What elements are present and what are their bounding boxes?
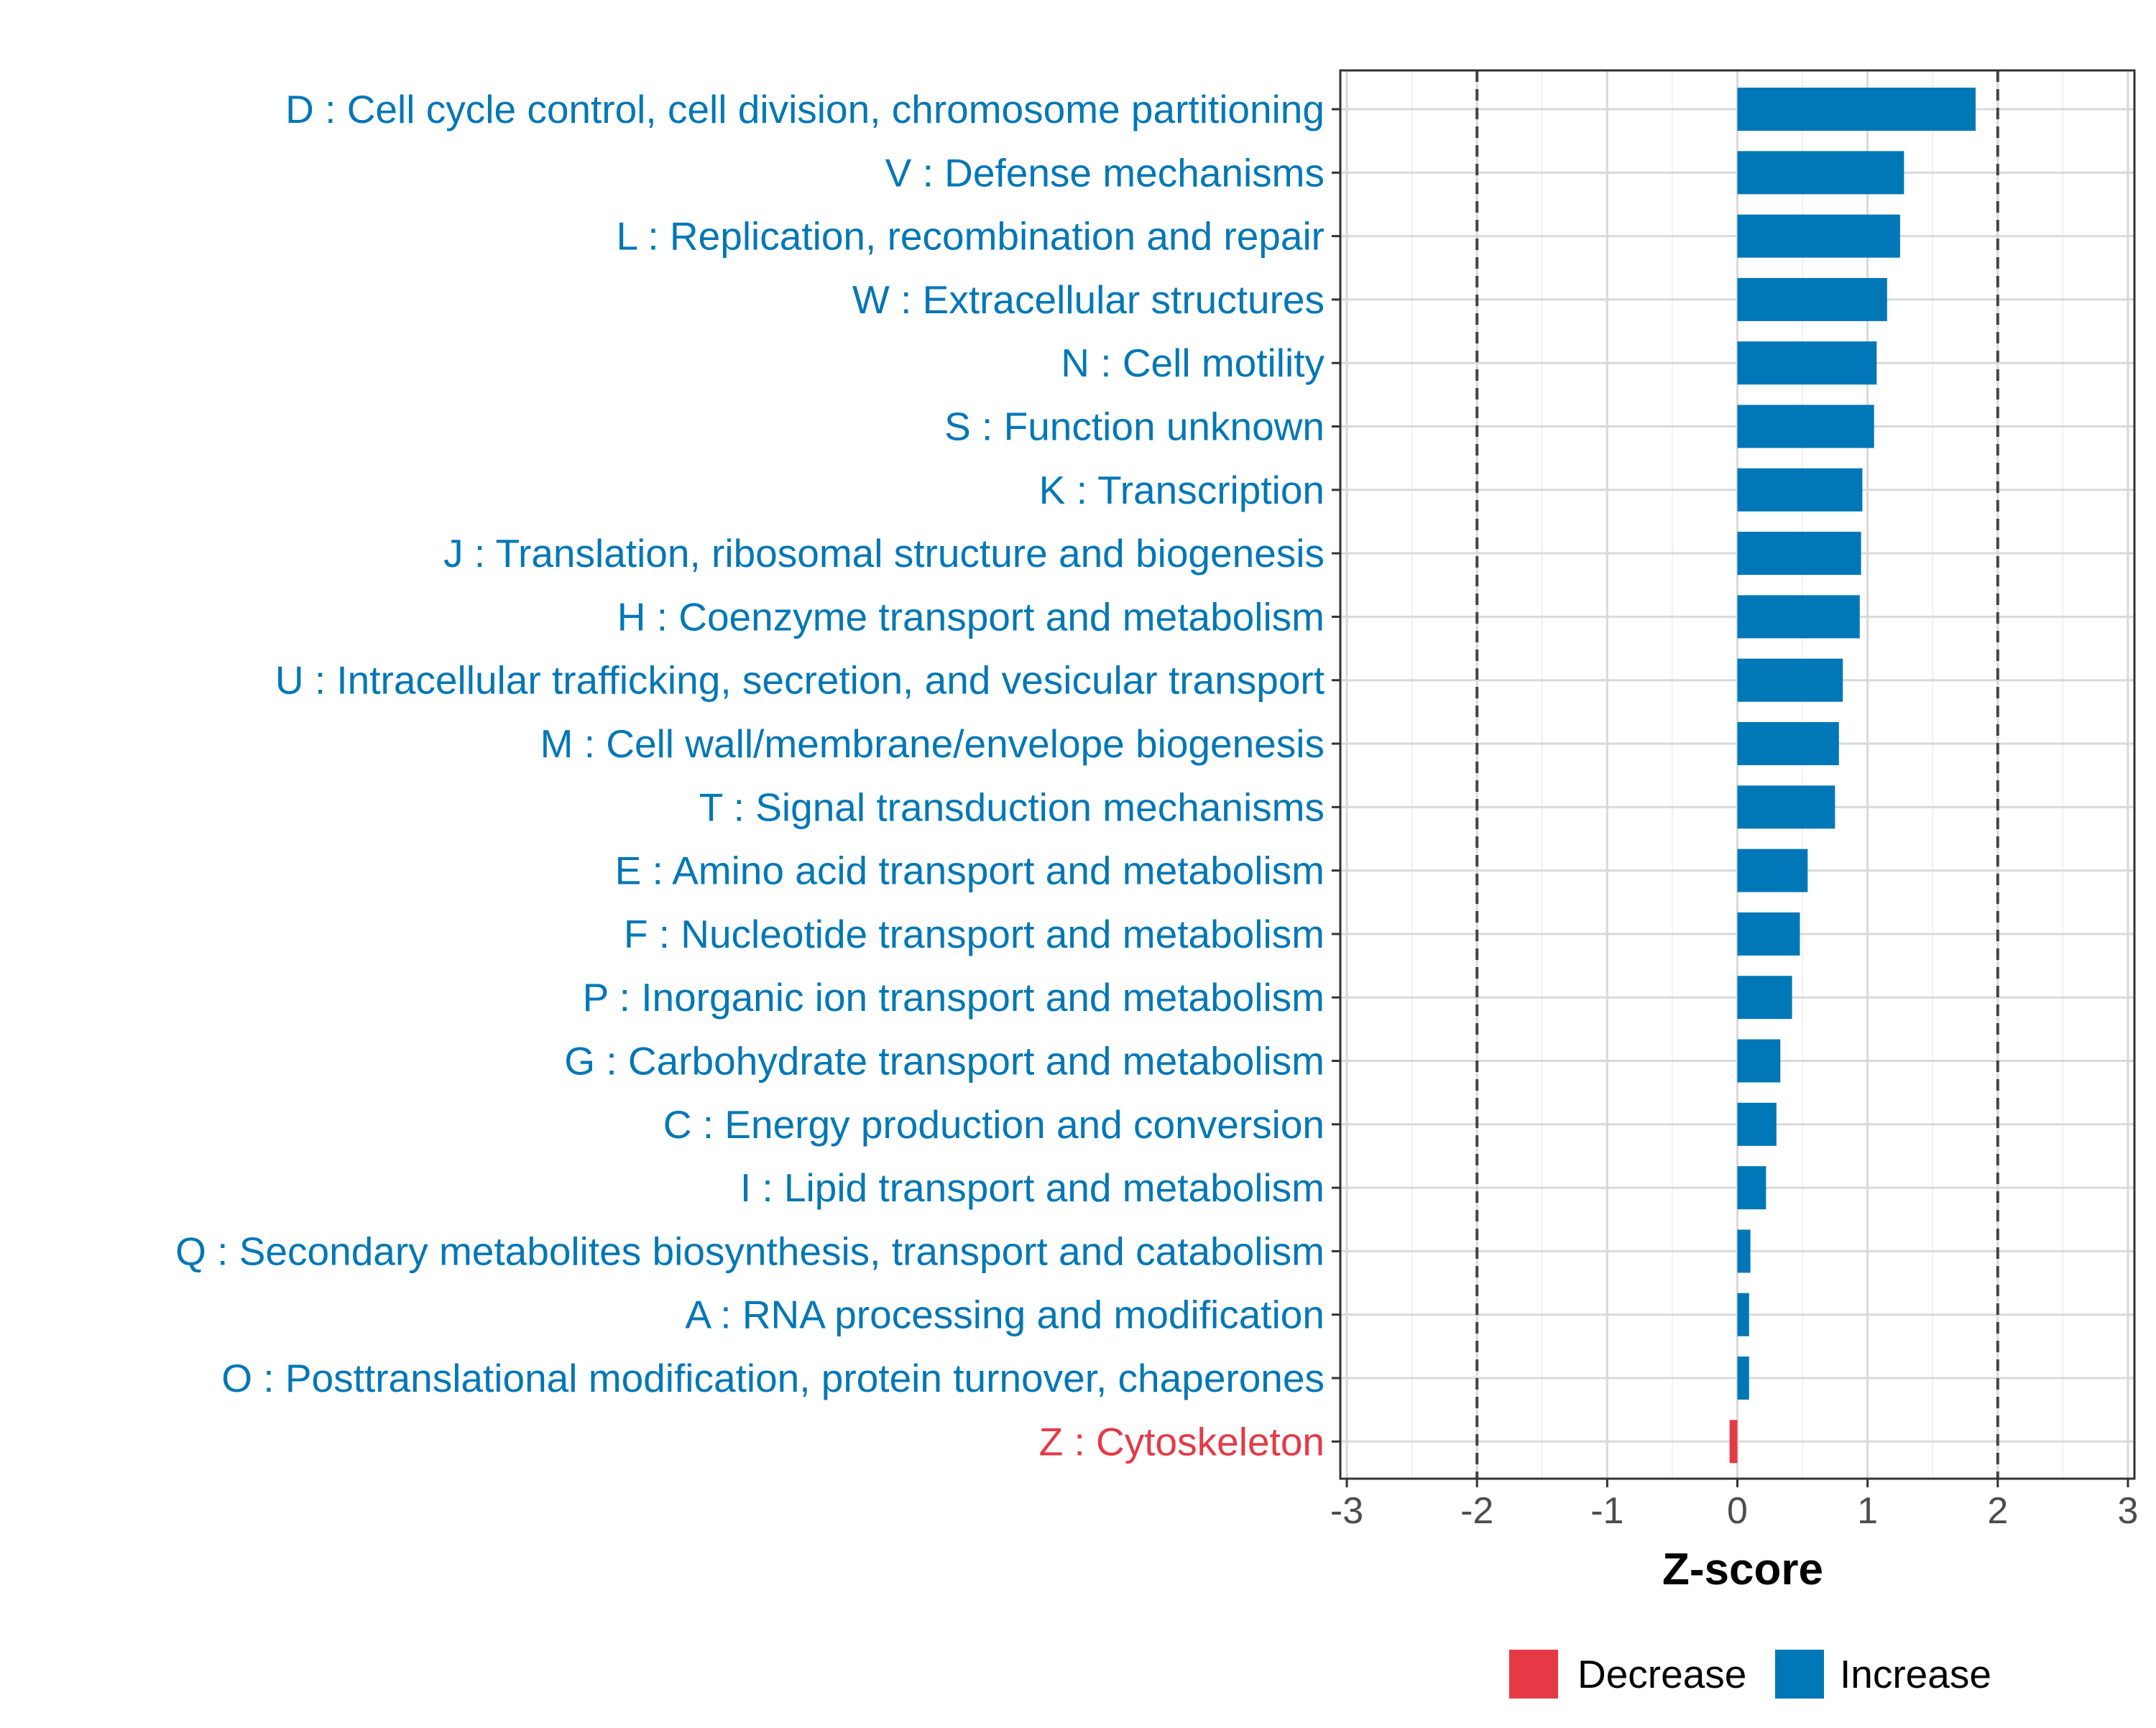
bar-p bbox=[1737, 976, 1792, 1020]
legend-label-decrease: Decrease bbox=[1577, 1652, 1746, 1696]
legend-key-decrease bbox=[1509, 1650, 1558, 1699]
bar-o bbox=[1737, 1357, 1749, 1400]
bar-q bbox=[1737, 1229, 1751, 1273]
bar-v bbox=[1737, 151, 1904, 195]
bar-g bbox=[1737, 1039, 1781, 1083]
y-axis-label: K : Transcription bbox=[1039, 468, 1325, 512]
y-axis-label: F : Nucleotide transport and metabolism bbox=[624, 912, 1325, 956]
y-axis-label: G : Carbohydrate transport and metabolis… bbox=[564, 1039, 1325, 1084]
bar-e bbox=[1737, 849, 1808, 892]
bar-m bbox=[1737, 722, 1839, 765]
bar-j bbox=[1737, 532, 1861, 576]
y-axis-label: Q : Secondary metabolites biosynthesis, … bbox=[175, 1229, 1325, 1273]
bar-s bbox=[1737, 405, 1874, 448]
bar-u bbox=[1737, 658, 1843, 702]
y-axis-label: S : Function unknown bbox=[944, 405, 1325, 449]
y-axis-label: E : Amino acid transport and metabolism bbox=[615, 849, 1325, 893]
x-axis-tick-labels: -3 -2 -1 0 1 2 3 bbox=[1330, 1490, 2138, 1532]
y-axis-label: V : Defense mechanisms bbox=[885, 150, 1325, 195]
reference-lines bbox=[1475, 70, 1999, 1479]
x-tick-label: -3 bbox=[1330, 1490, 1363, 1532]
legend-label-increase: Increase bbox=[1840, 1652, 1991, 1696]
y-axis-label: N : Cell motility bbox=[1061, 341, 1325, 385]
x-tick-label: 1 bbox=[1857, 1490, 1878, 1532]
y-axis-label: M : Cell wall/membrane/envelope biogenes… bbox=[540, 721, 1325, 766]
y-axis-label: P : Inorganic ion transport and metaboli… bbox=[583, 975, 1325, 1020]
bars bbox=[1729, 88, 1976, 1464]
x-tick-label: -1 bbox=[1590, 1490, 1623, 1532]
y-axis-label: O : Posttranslational modification, prot… bbox=[221, 1356, 1325, 1400]
legend: Decrease Increase bbox=[1509, 1650, 1991, 1699]
x-tick-label: -2 bbox=[1460, 1490, 1493, 1532]
y-axis-label: C : Energy production and conversion bbox=[663, 1102, 1325, 1147]
bar-h bbox=[1737, 595, 1860, 639]
bar-i bbox=[1737, 1166, 1766, 1210]
y-axis-label: T : Signal transduction mechanisms bbox=[699, 785, 1325, 829]
bar-c bbox=[1737, 1102, 1777, 1146]
bar-t bbox=[1737, 785, 1835, 829]
x-tick-label: 2 bbox=[1987, 1490, 2008, 1532]
bar-a bbox=[1737, 1293, 1749, 1336]
y-axis-labels: D : Cell cycle control, cell division, c… bbox=[175, 87, 1325, 1464]
y-axis-ticks bbox=[1332, 108, 1340, 1443]
y-axis-label: U : Intracellular trafficking, secretion… bbox=[275, 658, 1325, 703]
bar-d bbox=[1737, 88, 1976, 131]
legend-key-increase bbox=[1775, 1650, 1824, 1699]
y-axis-label: W : Extracellular structures bbox=[852, 277, 1325, 322]
y-axis-label: H : Coenzyme transport and metabolism bbox=[617, 594, 1325, 639]
y-axis-label: D : Cell cycle control, cell division, c… bbox=[285, 87, 1325, 131]
y-axis-label: Z : Cytoskeleton bbox=[1039, 1419, 1325, 1464]
y-axis-label: L : Replication, recombination and repai… bbox=[617, 214, 1325, 259]
bar-l bbox=[1737, 214, 1900, 258]
x-tick-label: 3 bbox=[2117, 1490, 2138, 1532]
bar-f bbox=[1737, 912, 1800, 956]
bar-z bbox=[1729, 1420, 1738, 1464]
y-axis-label: J : Translation, ribosomal structure and… bbox=[443, 531, 1325, 576]
x-tick-label: 0 bbox=[1727, 1490, 1748, 1532]
bar-k bbox=[1737, 468, 1863, 512]
bar-w bbox=[1737, 277, 1887, 321]
y-axis-label: A : RNA processing and modification bbox=[685, 1293, 1325, 1337]
y-axis-label: I : Lipid transport and metabolism bbox=[740, 1165, 1325, 1210]
x-axis-title: Z-score bbox=[1662, 1545, 1823, 1594]
x-axis-ticks bbox=[1345, 1479, 2129, 1487]
bar-n bbox=[1737, 341, 1877, 385]
